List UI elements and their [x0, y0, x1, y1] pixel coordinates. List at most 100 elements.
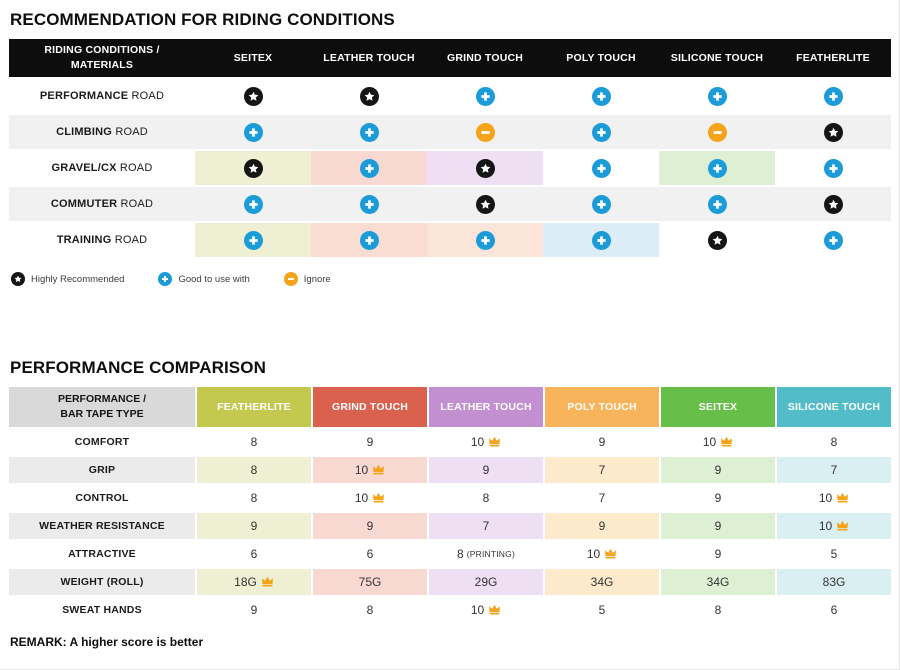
riding-row-label-rest: ROAD [111, 234, 148, 246]
performance-row-label: WEATHER RESISTANCE [9, 513, 195, 539]
score-value: 34G [590, 575, 614, 589]
riding-row-label: COMMUTER ROAD [9, 187, 195, 221]
plus-icon [359, 230, 379, 250]
riding-recommendation-cell [659, 115, 775, 149]
performance-score-cell: 29G [429, 569, 543, 595]
remark-text: REMARK: A higher score is better [10, 635, 204, 649]
performance-score-cell: 75G [313, 569, 427, 595]
performance-row-label: ATTRACTIVE [9, 541, 195, 567]
crown-icon [261, 576, 274, 587]
performance-score-cell: 7 [545, 457, 659, 483]
minus-icon [475, 122, 495, 142]
riding-recommendation-cell [659, 187, 775, 221]
performance-row-label: WEIGHT (ROLL) [9, 569, 195, 595]
plus-icon [243, 194, 263, 214]
performance-row-label: GRIP [9, 457, 195, 483]
score-value: 9 [250, 519, 258, 533]
performance-score-cell: 18G [197, 569, 311, 595]
riding-recommendation-cell [195, 115, 311, 149]
score-value: 6 [830, 603, 838, 617]
riding-recommendation-cell [659, 79, 775, 113]
crown-icon [372, 464, 385, 475]
performance-score-cell: 9 [661, 541, 775, 567]
riding-recommendation-cell [427, 223, 543, 257]
crown-icon [720, 436, 733, 447]
riding-row-label-rest: ROAD [116, 162, 153, 174]
riding-recommendation-cell [543, 151, 659, 185]
riding-header-col: SEITEX [195, 39, 311, 77]
riding-recommendation-cell [195, 151, 311, 185]
plus-icon [823, 86, 843, 106]
legend-label: Ignore [303, 273, 331, 285]
score-value: 8 [714, 603, 722, 617]
riding-header-line: RIDING CONDITIONS / [44, 44, 160, 57]
riding-row-label-bold: GRAVEL/CX [51, 162, 117, 174]
score-value: 9 [598, 435, 606, 449]
riding-row-label: TRAINING ROAD [9, 223, 195, 257]
plus-icon [359, 122, 379, 142]
score-value: 10 [818, 519, 833, 533]
riding-recommendation-cell [659, 223, 775, 257]
riding-row-label-rest: ROAD [112, 126, 148, 138]
minus-icon [707, 122, 727, 142]
plus-icon [359, 194, 379, 214]
riding-section-title: RECOMMENDATION FOR RIDING CONDITIONS [10, 10, 395, 29]
riding-recommendation-cell [543, 187, 659, 221]
score-value: 9 [366, 435, 374, 449]
performance-score-cell: 10 [313, 485, 427, 511]
legend-label: Good to use with [178, 273, 250, 285]
performance-header-line: PERFORMANCE / [57, 393, 147, 406]
riding-recommendation-cell [543, 223, 659, 257]
performance-header-col: POLY TOUCH [545, 387, 659, 427]
performance-row-label: COMFORT [9, 429, 195, 455]
score-value: 10 [354, 463, 369, 477]
performance-score-cell: 10 [777, 513, 891, 539]
star-icon [707, 230, 727, 250]
performance-score-cell: 9 [197, 513, 311, 539]
performance-score-cell: 8 [197, 485, 311, 511]
riding-recommendation-cell [311, 151, 427, 185]
plus-icon [823, 158, 843, 178]
riding-recommendation-cell [311, 187, 427, 221]
legend-label: Highly Recommended [31, 273, 125, 285]
riding-header-col: POLY TOUCH [543, 39, 659, 77]
score-value: 6 [366, 547, 374, 561]
score-value: 34G [706, 575, 730, 589]
performance-score-cell: 6 [313, 541, 427, 567]
score-value: 9 [250, 603, 258, 617]
performance-score-cell: 8 [777, 429, 891, 455]
score-value: 8 [457, 547, 464, 561]
crown-icon [836, 492, 849, 503]
score-value: 8 [366, 603, 374, 617]
riding-recommendation-cell [195, 223, 311, 257]
plus-icon [243, 230, 263, 250]
performance-score-cell: 10 [429, 597, 543, 623]
score-value: 10 [470, 435, 485, 449]
score-value: 10 [702, 435, 717, 449]
riding-row-label: CLIMBING ROAD [9, 115, 195, 149]
performance-score-cell: 5 [777, 541, 891, 567]
riding-row-label-rest: ROAD [117, 198, 154, 210]
performance-score-cell: 34G [661, 569, 775, 595]
performance-header-col: FEATHERLITE [197, 387, 311, 427]
performance-score-cell: 6 [197, 541, 311, 567]
performance-score-cell: 10 [777, 485, 891, 511]
score-value: 5 [830, 547, 838, 561]
riding-recommendation-cell [543, 79, 659, 113]
performance-score-cell: 10 [429, 429, 543, 455]
performance-score-cell: 8 [197, 457, 311, 483]
score-note: (PRINTING) [466, 549, 515, 559]
performance-header-col: SEITEX [661, 387, 775, 427]
riding-recommendation-cell [775, 115, 891, 149]
plus-icon [158, 272, 173, 286]
plus-icon [823, 230, 843, 250]
plus-icon [475, 230, 495, 250]
plus-icon [707, 158, 727, 178]
crown-icon [488, 604, 501, 615]
crown-icon [488, 436, 501, 447]
crown-icon [372, 492, 385, 503]
performance-score-cell: 9 [313, 429, 427, 455]
star-icon [11, 272, 25, 286]
score-value: 10 [470, 603, 485, 617]
score-value: 7 [598, 463, 606, 477]
